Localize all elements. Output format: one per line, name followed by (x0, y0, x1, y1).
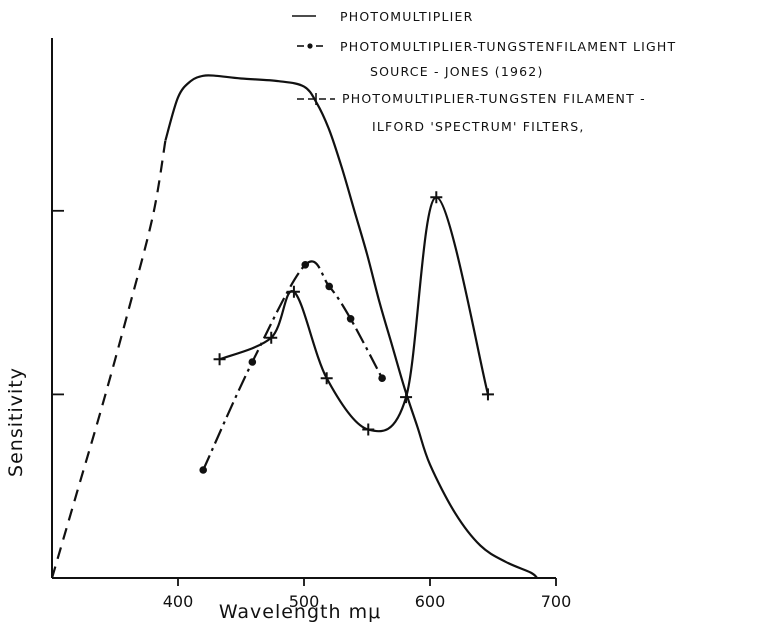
data-point-plus (481, 388, 494, 401)
legend-label-jones: PHOTOMULTIPLIER-TUNGSTENFILAMENT LIGHT S… (340, 39, 682, 79)
data-point-dot (346, 315, 355, 323)
data-point-dot (378, 374, 386, 383)
data-point-plus (213, 353, 226, 366)
x-axis-label: Wavelength mμ (219, 601, 381, 623)
series-line-dashed (50, 140, 167, 579)
x-tick-label: 500 (289, 592, 320, 611)
tick-marks (52, 209, 557, 586)
legend-swatch-dot (307, 43, 313, 49)
legend-item-ilford: PHOTOMULTIPLIER-TUNGSTEN FILAMENT - ILFO… (297, 91, 651, 134)
data-point-dot (248, 358, 257, 366)
series-line (219, 196, 490, 433)
data-point-plus (430, 191, 443, 204)
data-point-dot (199, 466, 207, 474)
data-point-dot (301, 261, 310, 269)
data-point-plus (400, 391, 413, 404)
y-axis-label: Sensitivity (5, 367, 27, 477)
series-layer (50, 74, 538, 579)
data-point-plus (287, 285, 300, 298)
legend-label-ilford: PHOTOMULTIPLIER-TUNGSTEN FILAMENT - ILFO… (342, 91, 651, 134)
marker-layer (199, 191, 494, 474)
legend-item-jones: PHOTOMULTIPLIER-TUNGSTENFILAMENT LIGHT S… (297, 39, 682, 79)
series-line (164, 74, 538, 579)
series-line (202, 260, 384, 471)
data-point-plus (265, 331, 278, 344)
legend: PHOTOMULTIPLIER PHOTOMULTIPLIER-TUNGSTEN… (292, 9, 682, 134)
x-tick-label: 400 (163, 592, 194, 611)
x-tick-label: 600 (415, 592, 446, 611)
data-point-plus (362, 423, 375, 436)
legend-label-jones-line2: SOURCE - JONES (1962) (370, 64, 544, 79)
legend-label-ilford-line2: ILFORD 'SPECTRUM' FILTERS, (372, 119, 585, 134)
legend-label-jones-line1: PHOTOMULTIPLIER-TUNGSTENFILAMENT LIGHT (340, 39, 676, 54)
x-tick-label: 700 (541, 592, 572, 611)
legend-label-ilford-line1: PHOTOMULTIPLIER-TUNGSTEN FILAMENT - (342, 91, 646, 106)
data-point-plus (320, 372, 333, 385)
data-point-dot (325, 282, 334, 291)
legend-item-photomultiplier: PHOTOMULTIPLIER (292, 9, 474, 24)
legend-label-photomultiplier: PHOTOMULTIPLIER (340, 9, 474, 24)
x-tick-labels: 400 500 600 700 (163, 592, 572, 611)
